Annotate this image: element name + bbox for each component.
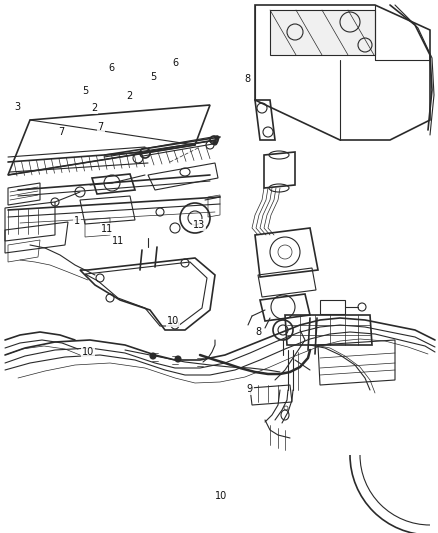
Ellipse shape — [215, 136, 219, 140]
Text: 8: 8 — [255, 327, 261, 336]
Text: 6: 6 — [172, 58, 178, 68]
Text: 11: 11 — [112, 236, 124, 246]
Polygon shape — [270, 10, 375, 55]
Ellipse shape — [175, 356, 181, 362]
Text: 6: 6 — [109, 63, 115, 73]
Text: 5: 5 — [82, 86, 88, 95]
Text: 5: 5 — [150, 72, 156, 82]
Ellipse shape — [150, 353, 156, 359]
Text: 11: 11 — [101, 224, 113, 234]
Text: 7: 7 — [98, 122, 104, 132]
Text: 7: 7 — [58, 127, 64, 137]
Text: 10: 10 — [215, 491, 227, 500]
Text: 8: 8 — [244, 74, 251, 84]
Text: 10: 10 — [167, 316, 179, 326]
Ellipse shape — [213, 141, 217, 145]
Text: 13: 13 — [193, 220, 205, 230]
Text: 9: 9 — [247, 384, 253, 394]
Text: 10: 10 — [81, 347, 94, 357]
Text: 1: 1 — [74, 216, 80, 226]
Text: 2: 2 — [126, 91, 132, 101]
Text: 2: 2 — [91, 103, 97, 112]
Text: 3: 3 — [14, 102, 21, 111]
